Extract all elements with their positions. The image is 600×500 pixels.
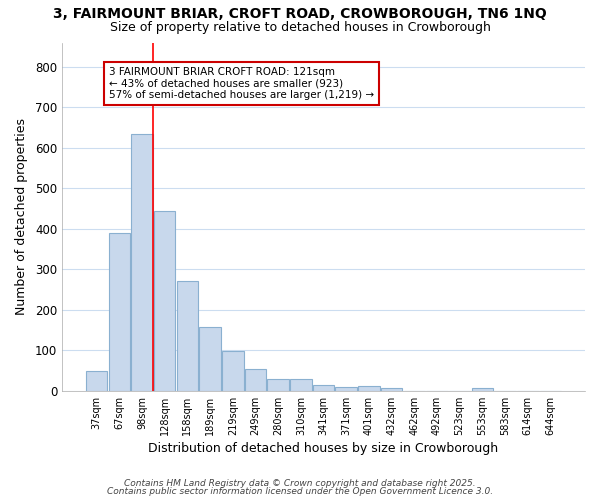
Bar	[335, 387, 357, 391]
X-axis label: Distribution of detached houses by size in Crowborough: Distribution of detached houses by size …	[148, 442, 499, 455]
Y-axis label: Number of detached properties: Number of detached properties	[15, 118, 28, 315]
Text: Size of property relative to detached houses in Crowborough: Size of property relative to detached ho…	[110, 21, 490, 34]
Bar	[176, 282, 198, 391]
Bar	[472, 388, 493, 391]
Bar	[313, 384, 334, 391]
Text: 3 FAIRMOUNT BRIAR CROFT ROAD: 121sqm
← 43% of detached houses are smaller (923)
: 3 FAIRMOUNT BRIAR CROFT ROAD: 121sqm ← 4…	[109, 67, 374, 100]
Bar	[131, 134, 153, 391]
Bar	[245, 370, 266, 391]
Text: Contains HM Land Registry data © Crown copyright and database right 2025.: Contains HM Land Registry data © Crown c…	[124, 478, 476, 488]
Bar	[109, 233, 130, 391]
Text: Contains public sector information licensed under the Open Government Licence 3.: Contains public sector information licen…	[107, 487, 493, 496]
Text: 3, FAIRMOUNT BRIAR, CROFT ROAD, CROWBOROUGH, TN6 1NQ: 3, FAIRMOUNT BRIAR, CROFT ROAD, CROWBORO…	[53, 8, 547, 22]
Bar	[86, 370, 107, 391]
Bar	[358, 386, 380, 391]
Bar	[268, 378, 289, 391]
Bar	[154, 210, 175, 391]
Bar	[199, 327, 221, 391]
Bar	[290, 380, 311, 391]
Bar	[222, 351, 244, 391]
Bar	[381, 388, 403, 391]
